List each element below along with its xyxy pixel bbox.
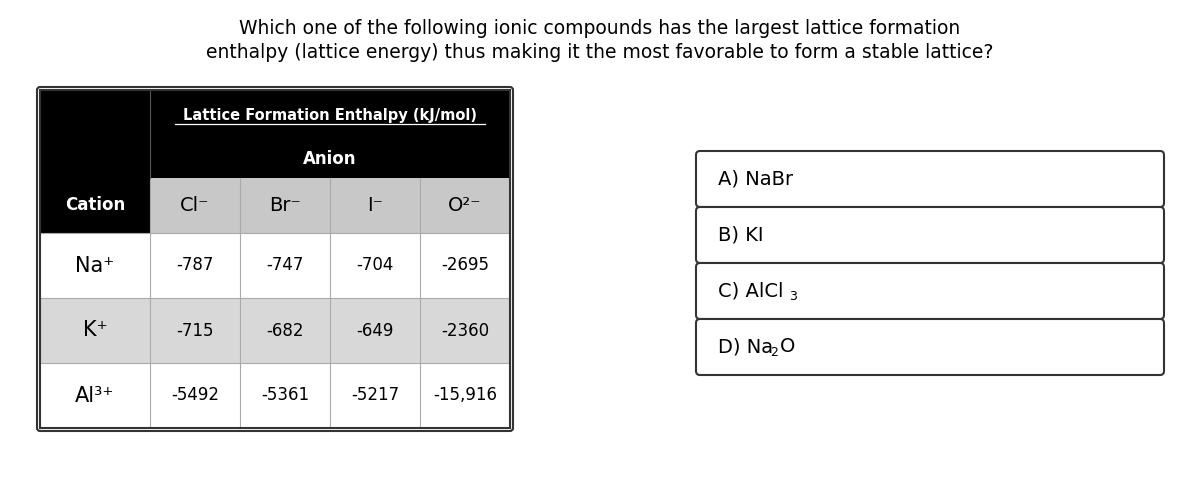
- Text: -2360: -2360: [440, 321, 490, 340]
- Text: Cation: Cation: [65, 196, 125, 215]
- Bar: [40, 233, 510, 298]
- FancyBboxPatch shape: [696, 151, 1164, 207]
- FancyBboxPatch shape: [696, 263, 1164, 319]
- Text: D) Na: D) Na: [718, 338, 773, 356]
- Text: Al³⁺: Al³⁺: [76, 386, 115, 406]
- FancyBboxPatch shape: [696, 319, 1164, 375]
- Text: -704: -704: [356, 256, 394, 274]
- Text: -715: -715: [176, 321, 214, 340]
- Text: enthalpy (lattice energy) thus making it the most favorable to form a stable lat: enthalpy (lattice energy) thus making it…: [206, 43, 994, 61]
- Text: B) KI: B) KI: [718, 226, 763, 244]
- FancyBboxPatch shape: [37, 87, 514, 431]
- Text: Br⁻: Br⁻: [269, 196, 301, 215]
- Text: I⁻: I⁻: [367, 196, 383, 215]
- Text: 2: 2: [770, 346, 778, 360]
- FancyBboxPatch shape: [696, 207, 1164, 263]
- Text: -682: -682: [266, 321, 304, 340]
- Text: Which one of the following ionic compounds has the largest lattice formation: Which one of the following ionic compoun…: [239, 19, 961, 37]
- Text: O²⁻: O²⁻: [449, 196, 481, 215]
- Bar: [40, 298, 510, 363]
- Text: -5492: -5492: [172, 387, 220, 404]
- Text: -5217: -5217: [350, 387, 400, 404]
- Text: K⁺: K⁺: [83, 320, 107, 341]
- Text: 3: 3: [790, 290, 797, 304]
- Text: A) NaBr: A) NaBr: [718, 170, 793, 189]
- Text: Na⁺: Na⁺: [76, 255, 115, 275]
- Bar: [40, 90, 510, 233]
- Bar: [40, 363, 510, 428]
- Text: O: O: [780, 338, 796, 356]
- Text: C) AlCl: C) AlCl: [718, 282, 784, 300]
- Text: Lattice Formation Enthalpy (kJ/mol): Lattice Formation Enthalpy (kJ/mol): [182, 107, 478, 123]
- Text: -649: -649: [356, 321, 394, 340]
- Text: -5361: -5361: [260, 387, 310, 404]
- Text: -747: -747: [266, 256, 304, 274]
- Text: Anion: Anion: [304, 150, 356, 168]
- Text: -15,916: -15,916: [433, 387, 497, 404]
- Bar: [40, 178, 150, 233]
- Text: Cl⁻: Cl⁻: [180, 196, 210, 215]
- Text: -2695: -2695: [442, 256, 490, 274]
- Bar: [150, 178, 510, 233]
- Text: -787: -787: [176, 256, 214, 274]
